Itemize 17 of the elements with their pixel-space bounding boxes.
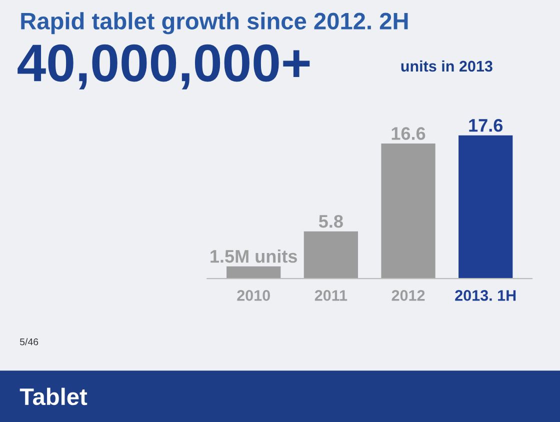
x-tick-label: 2012 <box>392 290 425 301</box>
data-label: 5.8 <box>318 214 343 228</box>
data-label: 16.6 <box>392 127 426 140</box>
text: units in 2013 <box>401 60 492 72</box>
x-tick-label: 2011 <box>314 290 348 301</box>
data-label: 17.6 <box>469 118 503 132</box>
chart-title: Rapid tablet growth since 2012. 2H <box>21 12 408 34</box>
bar <box>381 143 436 279</box>
bar <box>226 266 281 279</box>
bar <box>458 135 513 279</box>
data-label: 1.5M units <box>210 249 298 263</box>
chart-subtitle: 40,000,000+ <box>18 44 310 90</box>
x-tick-label: 2010 <box>237 290 270 301</box>
text: Tablet <box>20 388 88 406</box>
text: 5/46 <box>20 338 38 346</box>
bar <box>304 231 358 279</box>
x-tick-label: 2013. 1H <box>455 290 516 301</box>
